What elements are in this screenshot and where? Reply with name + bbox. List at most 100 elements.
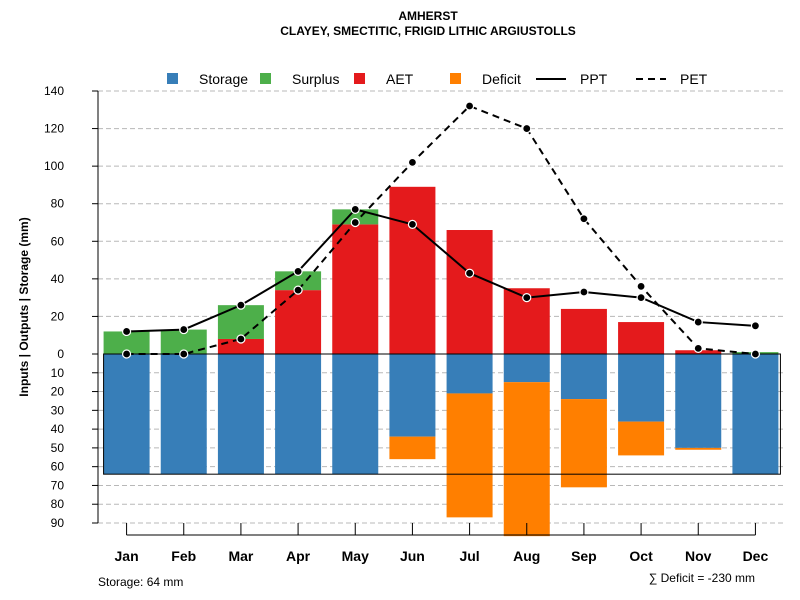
deficit-bar bbox=[618, 421, 665, 456]
x-tick-label: May bbox=[342, 548, 369, 564]
x-tick-label: Nov bbox=[685, 548, 712, 564]
legend: Storage Surplus AET Deficit PPT PET bbox=[167, 71, 708, 87]
series-lines bbox=[121, 101, 761, 359]
storage-bar bbox=[732, 354, 779, 475]
storage-bar bbox=[618, 354, 665, 422]
ppt-line-point bbox=[522, 293, 532, 303]
y-tick-label: 20 bbox=[51, 385, 65, 399]
pet-line bbox=[126, 104, 756, 355]
x-tick-label: Oct bbox=[629, 548, 653, 564]
surplus-bar bbox=[103, 331, 150, 354]
pet-line-point bbox=[407, 157, 418, 167]
aet-bar bbox=[332, 224, 379, 354]
y-tick-label: 0 bbox=[57, 347, 64, 361]
legend-label-deficit: Deficit bbox=[482, 71, 521, 87]
aet-bar bbox=[560, 308, 607, 354]
pet-line-point bbox=[693, 343, 703, 353]
y-tick-label: 40 bbox=[51, 422, 65, 436]
aet-bar bbox=[389, 186, 436, 354]
legend-swatch-aet bbox=[354, 73, 365, 84]
legend-swatch-storage bbox=[167, 73, 178, 84]
axes: 0 20 40 60 80 100 120 140 10 20 30 40 50 60 70 80 90 Jan F… bbox=[44, 84, 769, 564]
y-tick-label: 50 bbox=[51, 441, 65, 455]
y-axis-label: Inputs | Outputs | Storage (mm) bbox=[17, 217, 31, 396]
chart-subtitle: CLAYEY, SMECTITIC, FRIGID LITHIC ARGIUST… bbox=[280, 24, 576, 38]
ppt-line-point bbox=[464, 268, 475, 278]
pet-line-point bbox=[236, 334, 246, 344]
ppt-line-point bbox=[750, 321, 761, 331]
aet-bar bbox=[618, 322, 665, 354]
storage-bar bbox=[675, 354, 722, 448]
x-tick-label: Aug bbox=[513, 548, 540, 564]
y-tick-label: 20 bbox=[51, 309, 65, 323]
storage-bar bbox=[160, 354, 207, 475]
pet-line-point bbox=[750, 349, 761, 359]
storage-bar bbox=[217, 354, 264, 475]
ppt-line-point bbox=[693, 317, 703, 327]
y-tick-label: 60 bbox=[51, 460, 65, 474]
deficit-bar bbox=[560, 399, 607, 488]
y-tick-label: 120 bbox=[44, 122, 64, 136]
pet-line-point bbox=[522, 123, 532, 134]
x-tick-label: Jul bbox=[459, 548, 479, 564]
ppt-line-point bbox=[350, 204, 360, 214]
deficit-bar bbox=[675, 447, 722, 450]
aet-bar bbox=[275, 290, 322, 354]
ppt-line-point bbox=[179, 324, 189, 335]
pet-line-point bbox=[293, 285, 303, 295]
storage-bar bbox=[446, 354, 493, 394]
y-tick-label: 60 bbox=[51, 234, 65, 248]
ppt-line-point bbox=[407, 219, 418, 229]
pet-line-point bbox=[179, 349, 189, 359]
ppt-line-point bbox=[236, 300, 246, 310]
deficit-bar bbox=[389, 436, 436, 460]
storage-bar bbox=[332, 354, 379, 475]
storage-note: Storage: 64 mm bbox=[98, 575, 183, 589]
deficit-note: ∑ Deficit = -230 mm bbox=[649, 571, 755, 585]
x-tick-label: Apr bbox=[286, 548, 311, 564]
y-tick-label: 40 bbox=[51, 272, 65, 286]
chart-title: AMHERST bbox=[398, 9, 458, 23]
y-tick-label: 80 bbox=[51, 197, 65, 211]
legend-swatch-deficit bbox=[450, 73, 461, 84]
pet-line-point bbox=[636, 281, 646, 291]
x-tick-label: Jun bbox=[400, 548, 425, 564]
pet-line-point bbox=[350, 217, 360, 228]
y-tick-label: 10 bbox=[51, 366, 65, 380]
storage-bar bbox=[275, 354, 322, 475]
ppt-line-point bbox=[293, 266, 303, 276]
ppt-line-point bbox=[121, 326, 132, 337]
legend-label-storage: Storage bbox=[199, 71, 248, 87]
x-tick-label: Dec bbox=[743, 548, 769, 564]
y-tick-label: 140 bbox=[44, 84, 64, 98]
aet-bar bbox=[446, 230, 493, 354]
pet-line-point bbox=[121, 349, 132, 359]
surplus-bar bbox=[217, 305, 264, 339]
x-tick-label: Jan bbox=[115, 548, 139, 564]
bars bbox=[103, 186, 781, 537]
storage-bar bbox=[389, 354, 436, 437]
y-tick-label: 30 bbox=[51, 403, 65, 417]
y-tick-label: 90 bbox=[51, 516, 65, 530]
storage-bar bbox=[503, 354, 550, 383]
deficit-bar bbox=[446, 393, 493, 518]
deficit-bar bbox=[503, 382, 550, 537]
y-tick-label: 70 bbox=[51, 478, 65, 492]
legend-label-ppt: PPT bbox=[580, 71, 608, 87]
legend-label-surplus: Surplus bbox=[292, 71, 339, 87]
legend-swatch-surplus bbox=[260, 73, 271, 84]
aet-bar bbox=[217, 338, 264, 354]
storage-bar bbox=[103, 354, 150, 475]
legend-label-pet: PET bbox=[680, 71, 708, 87]
ppt-line bbox=[126, 208, 756, 333]
x-tick-label: Mar bbox=[228, 548, 253, 564]
x-tick-label: Sep bbox=[571, 548, 597, 564]
legend-label-aet: AET bbox=[386, 71, 414, 87]
storage-bar bbox=[560, 354, 607, 400]
pet-line-point bbox=[464, 101, 475, 111]
ppt-line-point bbox=[636, 293, 646, 303]
y-tick-label: 100 bbox=[44, 159, 64, 173]
x-tick-label: Feb bbox=[171, 548, 196, 564]
pet-line-point bbox=[579, 214, 589, 224]
